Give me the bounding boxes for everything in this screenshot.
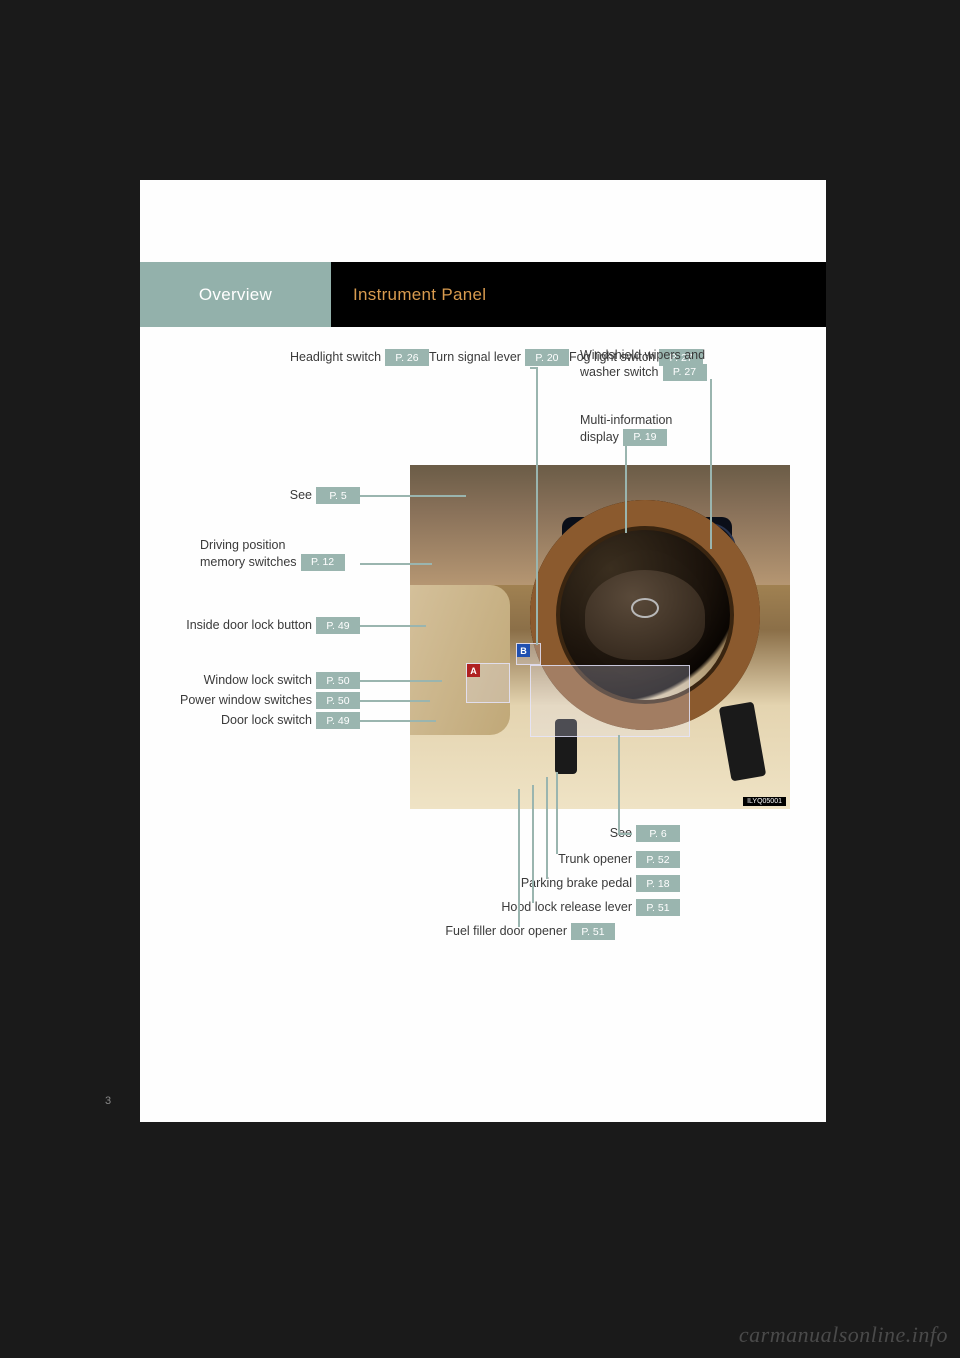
dashboard-illustration: A B ILYQ05001 <box>410 465 790 809</box>
leader-line <box>618 833 632 835</box>
callout-trunk-opener: Trunk opener P. 52 <box>470 851 680 868</box>
leader-line <box>556 772 558 854</box>
header-overview: Overview <box>140 262 331 327</box>
label-headlight-switch: Headlight switch <box>290 349 381 366</box>
label-driving-line1: Driving position <box>200 537 360 554</box>
page-ref: P. 27 <box>663 364 707 381</box>
leader-line <box>360 680 442 682</box>
label-turn-signal-lever: Turn signal lever <box>429 349 521 366</box>
accelerator-pedal <box>719 702 766 782</box>
label-multiinfo-line2: display <box>580 429 619 446</box>
leader-line <box>518 789 520 927</box>
leader-line <box>360 720 436 722</box>
leader-line <box>360 563 432 565</box>
label-inside-door-lock: Inside door lock button <box>186 617 312 634</box>
label-power-window: Power window switches <box>180 692 312 709</box>
leader-line <box>360 700 430 702</box>
callout-headlight-stack: Headlight switchP. 26 Turn signal leverP… <box>290 349 530 368</box>
label-hood-lock: Hood lock release lever <box>501 899 632 916</box>
label-fuel-filler: Fuel filler door opener <box>445 923 567 940</box>
tag-a: A <box>467 664 480 677</box>
callout-multi-info-display: Multi-information display P. 19 <box>580 412 760 446</box>
callout-window-lock: Window lock switch P. 50 <box>150 672 360 689</box>
leader-line <box>710 379 712 549</box>
label-trunk-opener: Trunk opener <box>558 851 632 868</box>
lexus-logo-icon <box>631 598 659 618</box>
leader-line <box>532 785 534 903</box>
page-ref: P. 20 <box>525 349 569 366</box>
leader-line <box>546 777 548 879</box>
page-ref: P. 12 <box>301 554 345 571</box>
leader-line <box>536 367 538 645</box>
page-ref: P. 5 <box>316 487 360 504</box>
door-panel <box>410 585 510 735</box>
diagram-area: A B ILYQ05001 Headlight switchP. 26 Turn… <box>140 327 826 1087</box>
page-ref: P. 49 <box>316 617 360 634</box>
callout-door-lock: Door lock switch P. 49 <box>150 712 360 729</box>
page-ref: P. 19 <box>623 429 667 446</box>
tag-b: B <box>517 644 530 657</box>
callout-power-window: Power window switches P. 50 <box>150 692 360 709</box>
manual-page: Overview Instrument Panel A B ILYQ05001 <box>140 180 826 1122</box>
illustration-code: ILYQ05001 <box>743 797 786 806</box>
page-ref: P. 51 <box>636 899 680 916</box>
label-windshield-line1: Windshield wipers and <box>580 347 707 364</box>
page-ref: P. 6 <box>636 825 680 842</box>
callout-windshield-wipers: Windshield wipers and washer switch P. 2… <box>580 347 790 381</box>
label-parking-brake: Parking brake pedal <box>521 875 632 892</box>
page-ref: P. 50 <box>316 672 360 689</box>
callout-hood-lock: Hood lock release lever P. 51 <box>440 899 680 916</box>
leader-line <box>618 735 620 833</box>
page-ref: P. 26 <box>385 349 429 366</box>
label-door-lock: Door lock switch <box>221 712 312 729</box>
page-ref: P. 51 <box>571 923 615 940</box>
callout-inside-door-lock: Inside door lock button P. 49 <box>150 617 360 634</box>
label-window-lock: Window lock switch <box>204 672 312 689</box>
leader-line <box>360 495 466 497</box>
callout-driving-position: Driving position memory switches P. 12 <box>200 537 360 571</box>
page-ref: P. 49 <box>316 712 360 729</box>
label-multiinfo-line1: Multi-information <box>580 412 672 429</box>
header-title: Instrument Panel <box>331 262 826 327</box>
highlight-box-c <box>530 665 690 737</box>
leader-line <box>625 443 627 533</box>
page-ref: P. 52 <box>636 851 680 868</box>
wheel-hub <box>585 570 705 660</box>
watermark: carmanualsonline.info <box>739 1322 948 1348</box>
callout-see-p5: See P. 5 <box>180 487 360 504</box>
label-windshield-line2: washer switch <box>580 364 659 381</box>
page-ref: P. 18 <box>636 875 680 892</box>
page-header: Overview Instrument Panel <box>140 262 826 327</box>
label-see: See <box>290 487 312 504</box>
leader-line <box>360 625 426 627</box>
callout-fuel-filler: Fuel filler door opener P. 51 <box>370 923 615 940</box>
label-driving-line2: memory switches <box>200 554 297 571</box>
callout-parking-brake: Parking brake pedal P. 18 <box>470 875 680 892</box>
page-ref: P. 50 <box>316 692 360 709</box>
leader-line <box>530 367 536 369</box>
page-number: 3 <box>105 1095 111 1107</box>
